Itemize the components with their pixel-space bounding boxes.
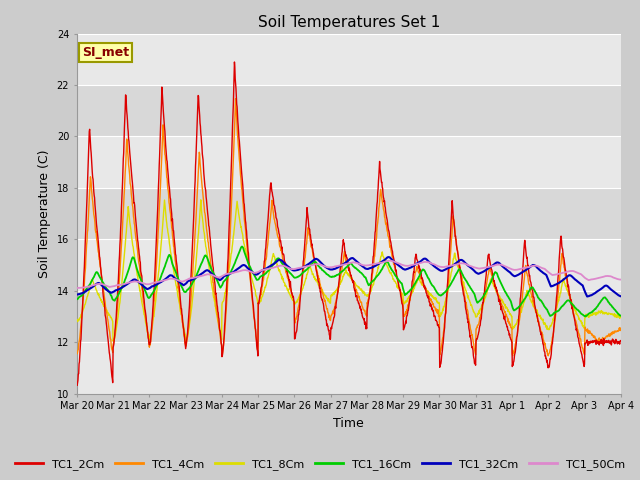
Y-axis label: Soil Temperature (C): Soil Temperature (C)	[38, 149, 51, 278]
Text: SI_met: SI_met	[82, 46, 129, 59]
X-axis label: Time: Time	[333, 417, 364, 430]
Bar	[77, 85, 621, 136]
Title: Soil Temperatures Set 1: Soil Temperatures Set 1	[258, 15, 440, 30]
Bar	[77, 136, 621, 188]
Bar	[77, 291, 621, 342]
Legend: TC1_2Cm, TC1_4Cm, TC1_8Cm, TC1_16Cm, TC1_32Cm, TC1_50Cm: TC1_2Cm, TC1_4Cm, TC1_8Cm, TC1_16Cm, TC1…	[11, 455, 629, 474]
Bar	[77, 34, 621, 85]
Bar	[77, 240, 621, 291]
Bar	[77, 342, 621, 394]
Bar	[77, 188, 621, 240]
